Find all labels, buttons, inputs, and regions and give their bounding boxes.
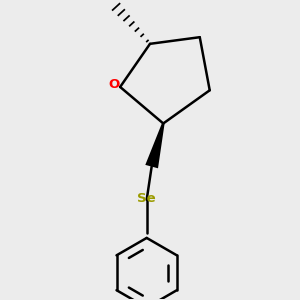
Polygon shape <box>145 123 165 168</box>
Text: O: O <box>109 78 120 91</box>
Text: Se: Se <box>137 192 156 205</box>
